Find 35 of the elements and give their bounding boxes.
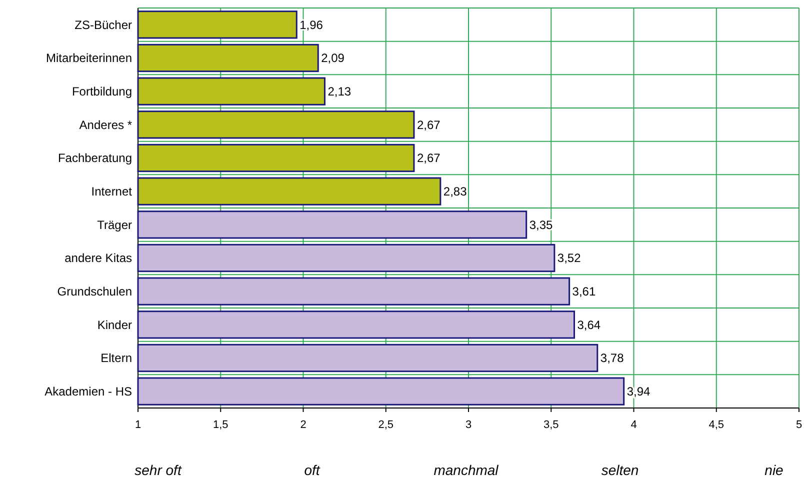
y-tick-label: Mitarbeiterinnen bbox=[46, 51, 132, 66]
x-tick-label: 2 bbox=[300, 419, 306, 431]
data-label: 2,13 bbox=[328, 84, 352, 99]
text: manchmal bbox=[434, 462, 500, 478]
x-tick-label: 5 bbox=[796, 419, 802, 431]
data-label: 3,64 bbox=[577, 318, 601, 332]
x-tick-label: 1 bbox=[134, 419, 142, 431]
y-tick-label: Eltern bbox=[100, 351, 132, 366]
y-tick-label: Akademien - HS bbox=[44, 384, 132, 399]
data-label: 2,09 bbox=[321, 51, 345, 66]
x-tick-label: 4,5 bbox=[708, 419, 724, 431]
y-tick-label: Anderes * bbox=[79, 118, 132, 132]
text: oft bbox=[304, 462, 321, 478]
text: nie bbox=[764, 462, 784, 478]
data-label: 3,52 bbox=[557, 251, 582, 266]
data-label: 2,83 bbox=[443, 184, 468, 199]
data-label: 2,67 bbox=[416, 118, 441, 132]
text: selten bbox=[601, 462, 639, 478]
y-tick-label: Grundschulen bbox=[57, 284, 132, 299]
y-tick-label: ZS-Bücher bbox=[74, 18, 132, 32]
y-tick-label: Träger bbox=[97, 218, 132, 232]
data-label: 3,61 bbox=[572, 284, 596, 299]
y-tick-label: Kinder bbox=[97, 318, 132, 332]
x-tick-label: 2,5 bbox=[378, 419, 394, 431]
data-label: 2,67 bbox=[416, 151, 441, 166]
text: sehr oft bbox=[134, 462, 182, 478]
data-label: 3,78 bbox=[600, 351, 624, 366]
y-tick-label: Fachberatung bbox=[58, 151, 132, 166]
x-tick-label: 3 bbox=[465, 419, 472, 431]
x-tick-label: 3,5 bbox=[543, 419, 559, 431]
x-tick-label: 4 bbox=[630, 419, 637, 431]
y-tick-label: andere Kitas bbox=[64, 251, 132, 266]
x-tick-label: 1,5 bbox=[212, 419, 228, 431]
y-tick-label: Internet bbox=[91, 184, 133, 199]
y-tick-label: Fortbildung bbox=[72, 84, 132, 99]
